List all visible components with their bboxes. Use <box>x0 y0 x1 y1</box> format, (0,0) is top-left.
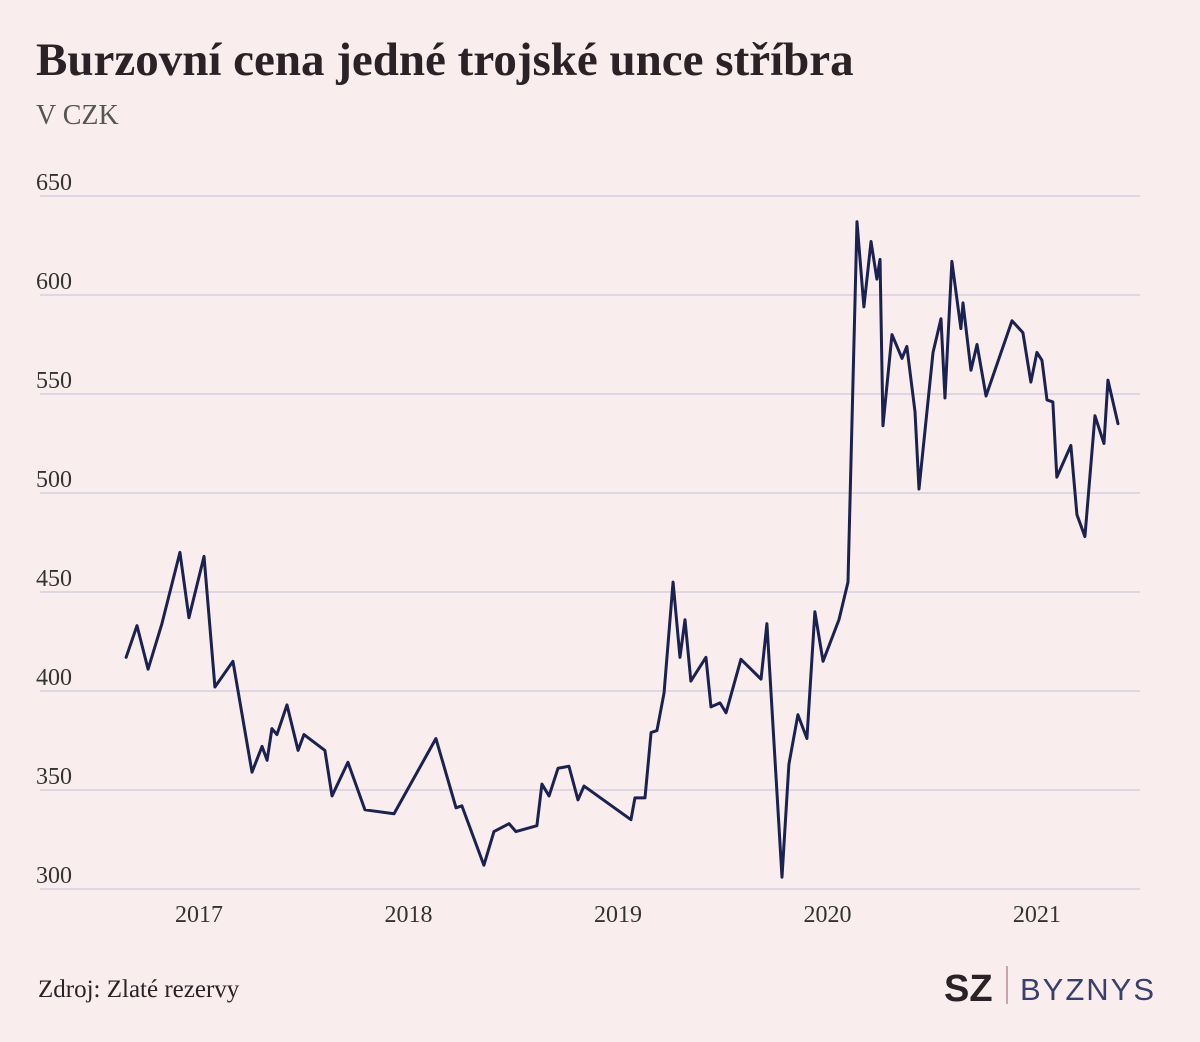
y-tick-label: 550 <box>36 368 72 394</box>
price-line <box>124 220 1120 879</box>
y-tick-label: 600 <box>36 269 72 295</box>
x-tick-label: 2020 <box>803 902 851 928</box>
chart-title: Burzovní cena jedné trojské unce stříbra <box>36 34 854 86</box>
x-tick-label: 2021 <box>1013 902 1061 928</box>
x-tick-label: 2017 <box>175 902 223 928</box>
y-tick-label: 450 <box>36 566 72 592</box>
y-tick-label: 350 <box>36 764 72 790</box>
y-tick-label: 500 <box>36 467 72 493</box>
chart-subtitle: V CZK <box>36 100 119 131</box>
logo-section: BYZNYS <box>1020 972 1156 1007</box>
y-tick-label: 400 <box>36 665 72 691</box>
y-tick-label: 650 <box>36 170 72 196</box>
source: Zdroj: Zlaté rezervy <box>38 976 240 1003</box>
y-tick-label: 300 <box>36 863 72 889</box>
logo-brand: SZ <box>944 968 993 1010</box>
x-tick-label: 2018 <box>384 902 432 928</box>
x-tick-label: 2019 <box>594 902 642 928</box>
plot-area: 300 350 400 450 500 550 600 650 2017 2018 2019 2020… <box>36 170 1140 928</box>
